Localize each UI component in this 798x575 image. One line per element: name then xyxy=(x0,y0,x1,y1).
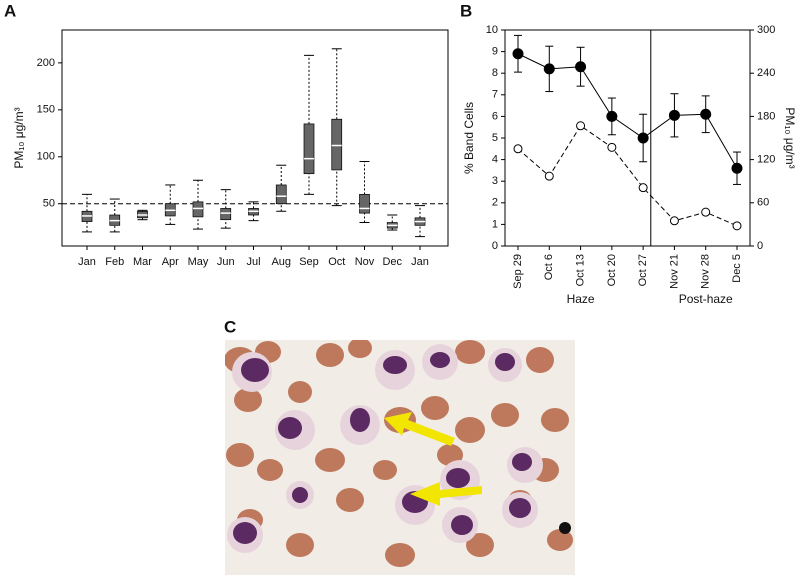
box xyxy=(275,184,287,205)
x-tick-label: Mar xyxy=(133,256,152,268)
panel-label: A xyxy=(4,1,16,20)
y-tick-label: 10 xyxy=(486,24,498,36)
y-tick-label: 0 xyxy=(492,240,498,252)
x-tick-label: Oct 6 xyxy=(543,254,555,280)
y-tick-label: 5 xyxy=(492,132,498,144)
x-tick-label: Apr xyxy=(162,256,179,268)
x-tick-label: Nov 28 xyxy=(700,254,712,289)
y-tick-label: 8 xyxy=(492,67,498,79)
x-tick-label: Oct 27 xyxy=(637,254,649,286)
box xyxy=(192,201,204,218)
point xyxy=(512,48,524,60)
group-label: Post-haze xyxy=(679,292,733,306)
point xyxy=(543,63,555,75)
point xyxy=(638,183,648,193)
x-tick-label: Jul xyxy=(246,256,260,268)
x-tick-label: Jun xyxy=(217,256,235,268)
group-label: Haze xyxy=(567,292,595,306)
series-line xyxy=(517,125,738,227)
panel-label: B xyxy=(460,1,472,20)
x-tick-label: Sep 29 xyxy=(512,254,524,289)
y-tick-label: 150 xyxy=(37,104,55,116)
y-axis-title: PM₁₀ μg/m³ xyxy=(12,107,26,168)
point xyxy=(575,61,587,73)
y-tick-label: 9 xyxy=(492,46,498,58)
x-tick-label: Jan xyxy=(411,256,429,268)
y2-tick-label: 300 xyxy=(757,24,775,36)
y2-tick-label: 60 xyxy=(757,197,769,209)
y-tick-label: 2 xyxy=(492,197,498,209)
point xyxy=(669,216,679,226)
x-tick-label: Dec 5 xyxy=(731,254,743,283)
y-tick-label: 7 xyxy=(492,89,498,101)
y-tick-label: 100 xyxy=(37,151,55,163)
x-tick-label: Oct 20 xyxy=(606,254,618,286)
micrograph xyxy=(225,340,575,575)
x-tick-label: Nov 21 xyxy=(668,254,680,289)
x-tick-label: Feb xyxy=(105,256,124,268)
point xyxy=(637,132,649,144)
x-tick-label: Jan xyxy=(78,256,96,268)
x-tick-label: Aug xyxy=(271,256,291,268)
y-tick-label: 6 xyxy=(492,110,498,122)
x-tick-label: Oct xyxy=(328,256,345,268)
box xyxy=(331,118,343,171)
point xyxy=(606,110,618,122)
y-axis-title: % Band Cells xyxy=(462,102,476,174)
x-tick-label: Sep xyxy=(299,256,319,268)
point xyxy=(607,142,617,152)
point xyxy=(732,221,742,231)
x-tick-label: May xyxy=(188,256,209,268)
panel-label: C xyxy=(224,317,236,336)
x-tick-label: Oct 13 xyxy=(574,254,586,286)
y-tick-label: 1 xyxy=(492,218,498,230)
point xyxy=(700,108,712,120)
y-tick-label: 200 xyxy=(37,57,55,69)
box xyxy=(220,208,232,221)
point xyxy=(731,162,743,174)
point xyxy=(576,121,586,131)
plot-frame xyxy=(504,29,751,247)
point xyxy=(668,109,680,121)
point xyxy=(544,171,554,181)
point xyxy=(513,144,523,154)
x-tick-label: Nov xyxy=(355,256,375,268)
y2-axis-title: PM₁₀ μg/m³ xyxy=(783,107,797,168)
box xyxy=(359,193,370,214)
y-tick-label: 4 xyxy=(492,154,498,166)
y-tick-label: 3 xyxy=(492,175,498,187)
y2-tick-label: 120 xyxy=(757,154,775,166)
point xyxy=(701,207,711,217)
y2-tick-label: 240 xyxy=(757,67,775,79)
plot-frame xyxy=(61,29,449,247)
y-tick-label: 50 xyxy=(43,198,55,210)
box xyxy=(303,123,315,175)
y2-tick-label: 180 xyxy=(757,110,775,122)
x-tick-label: Dec xyxy=(382,256,402,268)
y2-tick-label: 0 xyxy=(757,240,763,252)
